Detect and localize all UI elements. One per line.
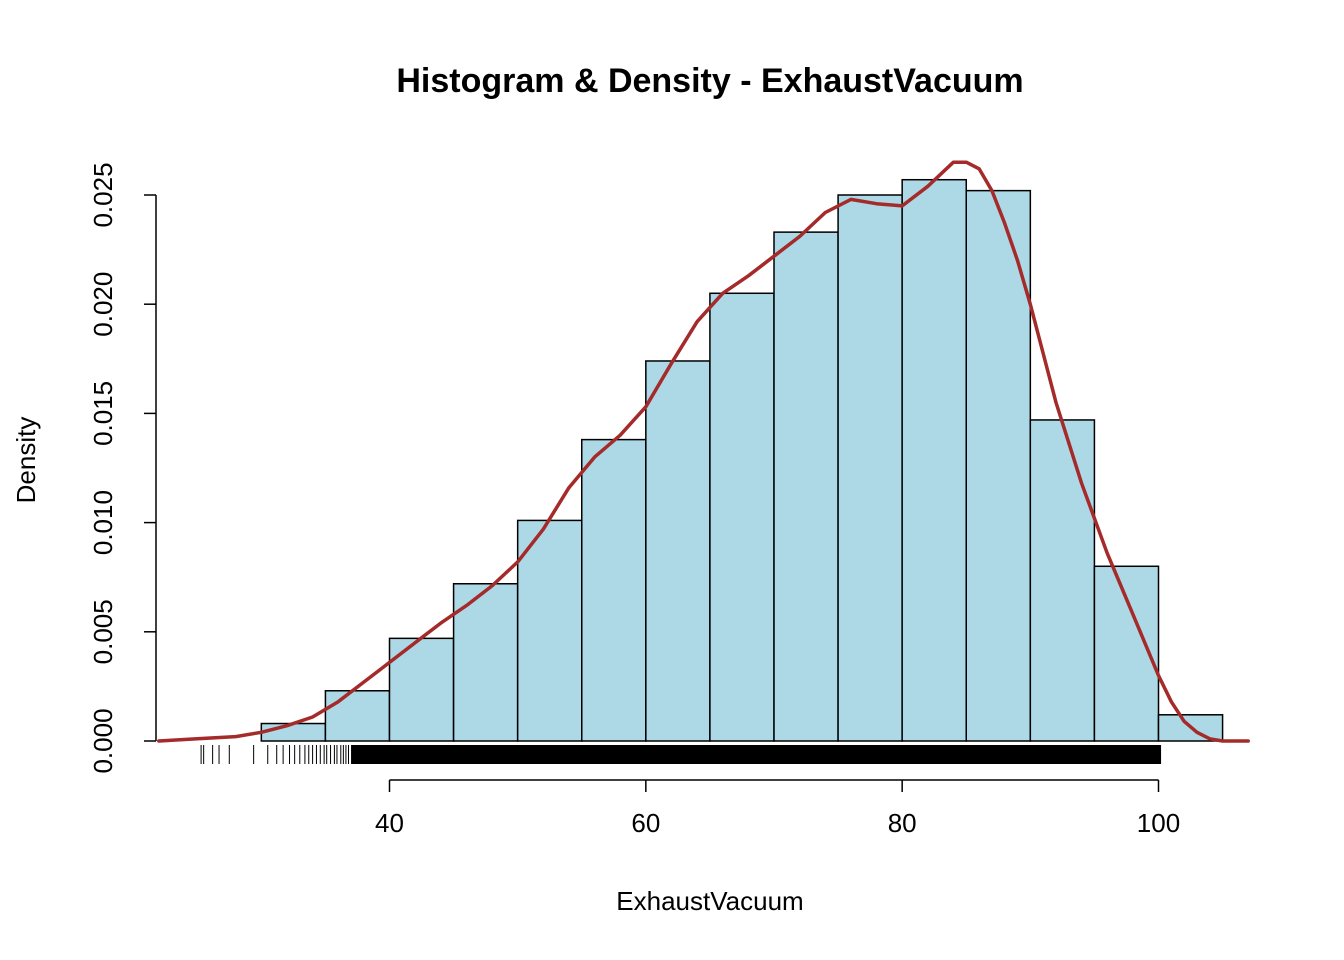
y-tick-label: 0.020 [88, 272, 118, 337]
x-axis: 40 60 80 100 [375, 779, 1180, 838]
x-tick-label: 100 [1137, 808, 1180, 838]
histogram-bar [965, 189, 1032, 742]
x-axis-title: ExhaustVacuum [616, 886, 803, 916]
chart-title: Histogram & Density - ExhaustVacuum [396, 62, 1023, 100]
y-axis-title: Density [11, 417, 41, 504]
histogram-bars [260, 178, 1224, 742]
y-tick-label: 0.000 [88, 708, 118, 773]
density-curve [157, 160, 1250, 743]
histogram-bar [901, 178, 968, 742]
y-tick-label: 0.005 [88, 599, 118, 664]
histogram-bar [516, 519, 583, 742]
x-tick-label: 80 [888, 808, 917, 838]
histogram-bar [709, 292, 775, 742]
y-tick-label: 0.010 [88, 490, 118, 555]
rug-marks [200, 745, 1162, 764]
histogram-bar [645, 360, 711, 742]
histogram-bar [1029, 419, 1096, 742]
x-tick-label: 40 [375, 808, 404, 838]
y-tick-label: 0.015 [88, 381, 118, 446]
histogram-bar [260, 722, 327, 742]
histogram-bar [581, 438, 647, 742]
x-tick-label: 60 [631, 808, 660, 838]
histogram-bar [837, 194, 903, 742]
rug-dense-block [351, 745, 1162, 764]
histogram-bar [324, 690, 391, 742]
histogram-bar [773, 231, 839, 742]
histogram-bar [452, 583, 519, 742]
y-tick-label: 0.025 [88, 162, 118, 227]
y-axis: 0.000 0.005 0.010 0.015 0.020 0.025 [88, 162, 157, 774]
